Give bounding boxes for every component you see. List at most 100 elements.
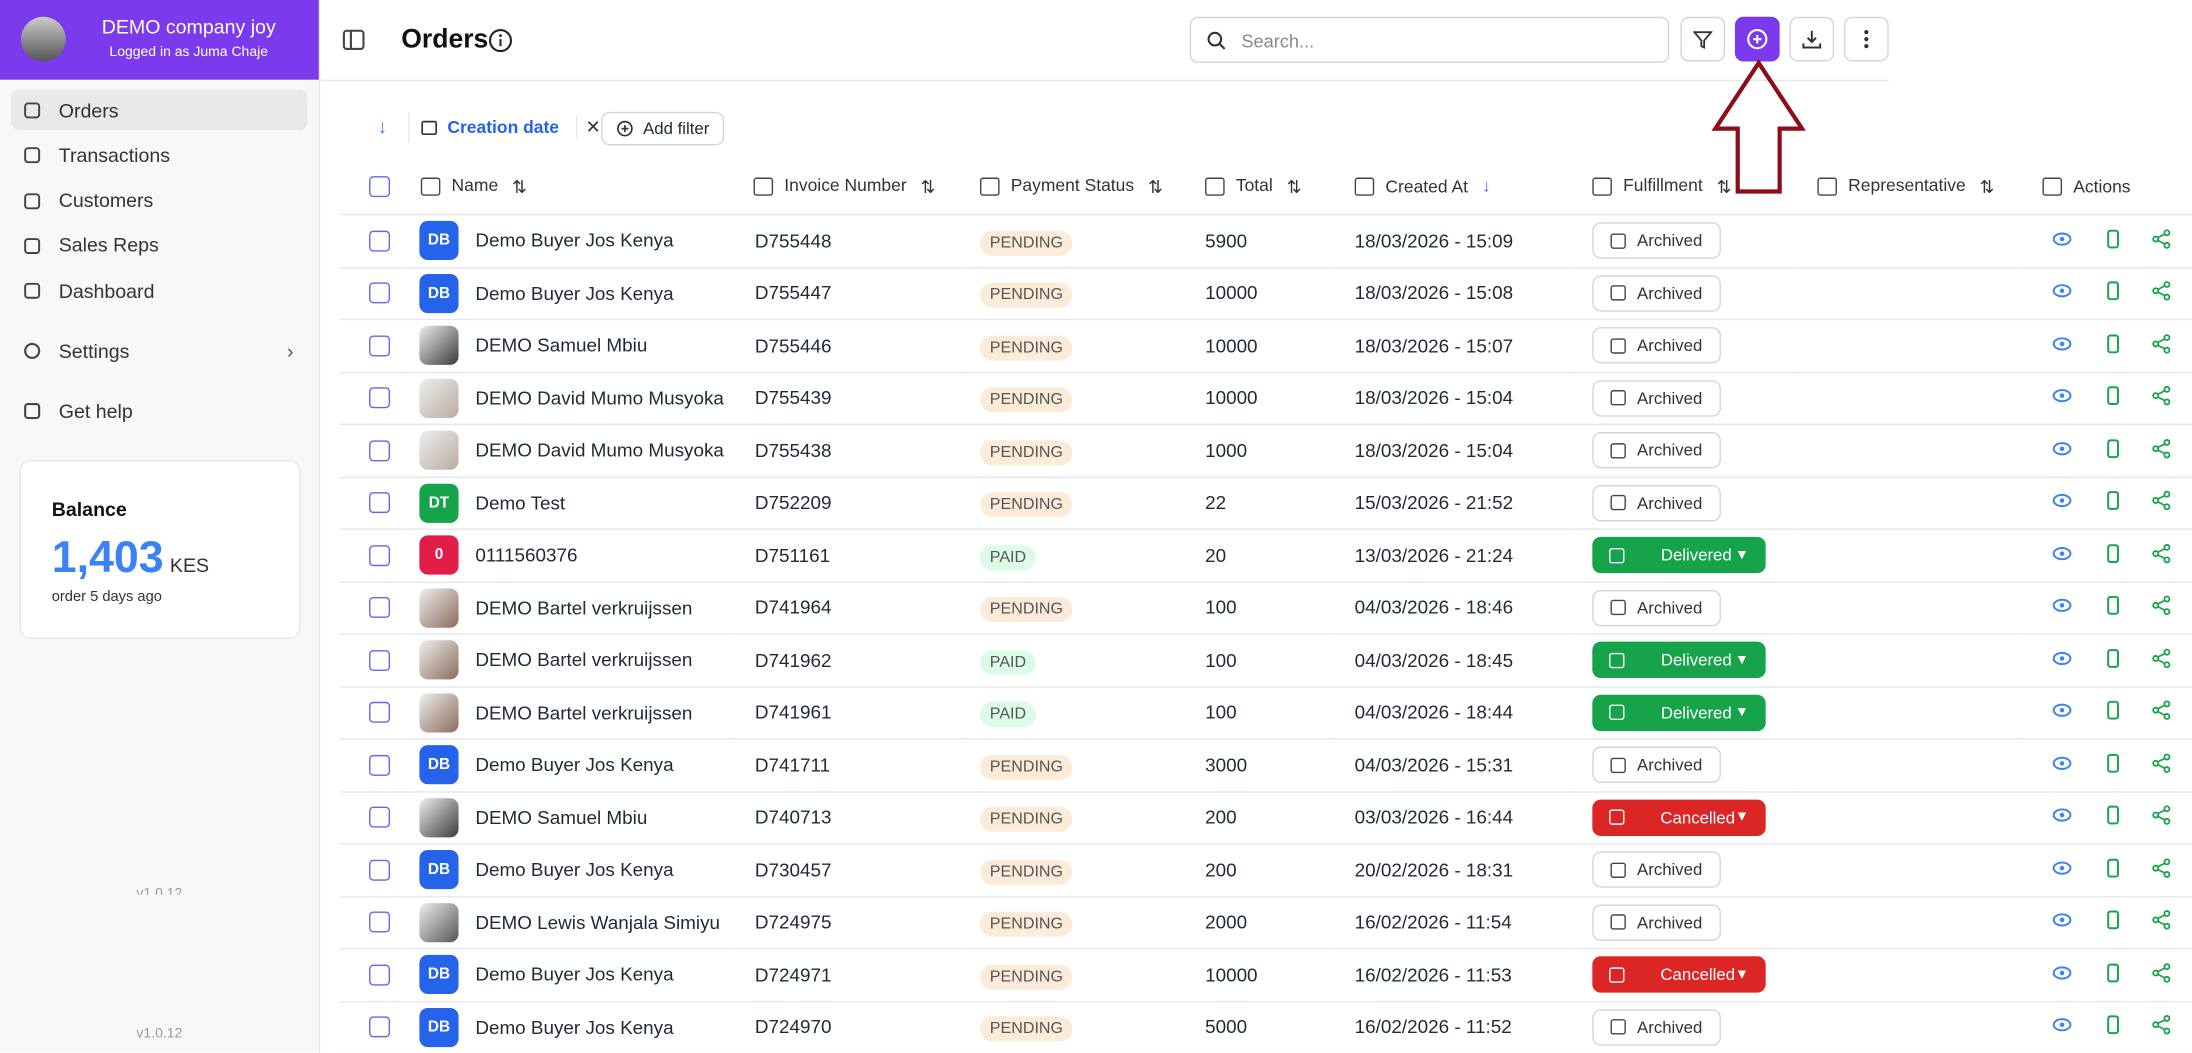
order-row[interactable]: DT Demo Test D752209 PENDING 22 15/03/2026 - … bbox=[339, 476, 2192, 530]
fulfillment-badge[interactable]: Cancelled ▼ bbox=[1592, 956, 1766, 993]
order-row[interactable]: DEMO Bartel verkruijssen D741964 PENDING 10… bbox=[339, 581, 2192, 635]
action-icons[interactable] bbox=[2023, 437, 2192, 459]
fulfillment-badge[interactable]: Archived bbox=[1592, 746, 1721, 784]
sort-icon[interactable]: ↓ bbox=[1481, 176, 1491, 197]
order-row[interactable]: DB Demo Buyer Jos Kenya D741711 PENDING 3000… bbox=[339, 738, 2192, 792]
checkbox[interactable] bbox=[369, 440, 391, 461]
sort-icon[interactable]: ⇅ bbox=[1286, 176, 1302, 197]
column-header[interactable]: Actions bbox=[2022, 157, 2192, 216]
column-header[interactable]: Payment Status ⇅ bbox=[960, 157, 1186, 216]
checkbox[interactable] bbox=[369, 702, 391, 724]
action-icons[interactable] bbox=[2023, 1014, 2192, 1036]
order-row[interactable]: DEMO David Mumo Musyoka D755439 PENDING 100… bbox=[339, 371, 2192, 425]
order-row[interactable]: DEMO Bartel verkruijssen D741962 PAID 100 04… bbox=[339, 633, 2192, 688]
action-icons[interactable] bbox=[2023, 804, 2192, 826]
checkbox[interactable] bbox=[369, 492, 391, 514]
more-button[interactable] bbox=[1843, 16, 1889, 62]
order-row[interactable]: DEMO David Mumo Musyoka D755438 PENDING 100… bbox=[339, 424, 2192, 478]
order-row[interactable]: DEMO Samuel Mbiu D740713 PENDING 200 03/03/2… bbox=[339, 791, 2192, 845]
action-icons[interactable] bbox=[2023, 961, 2192, 983]
fulfillment-badge[interactable]: Delivered ▼ bbox=[1592, 694, 1766, 731]
fulfillment-badge[interactable]: Delivered ▼ bbox=[1592, 642, 1766, 679]
sidebar-toggle[interactable] bbox=[342, 29, 365, 50]
fulfillment-badge[interactable]: Archived bbox=[1592, 432, 1721, 469]
nav-item[interactable]: Dashboard bbox=[11, 270, 307, 311]
checkbox[interactable] bbox=[369, 597, 391, 619]
status-cell: PENDING bbox=[960, 267, 1186, 321]
checkbox[interactable] bbox=[369, 964, 391, 986]
filter-button[interactable] bbox=[1680, 16, 1726, 62]
add-filter-button[interactable]: Add filter bbox=[601, 111, 725, 146]
fulfillment-badge[interactable]: Archived bbox=[1592, 904, 1721, 941]
checkbox[interactable] bbox=[369, 859, 391, 881]
fulfillment-badge[interactable]: Archived bbox=[1592, 222, 1721, 259]
search-box[interactable]: Search... bbox=[1189, 16, 1670, 63]
info-icon[interactable] bbox=[488, 28, 513, 53]
order-row[interactable]: DB Demo Buyer Jos Kenya D755447 PENDING 1000… bbox=[339, 267, 2192, 321]
active-filter[interactable]: Creation date ✕ bbox=[408, 111, 601, 143]
order-row[interactable]: DEMO Bartel verkruijssen D741961 PAID 100 04… bbox=[339, 686, 2192, 740]
action-icons[interactable] bbox=[2023, 280, 2192, 302]
fulfillment-badge[interactable]: Archived bbox=[1592, 484, 1721, 522]
checkbox[interactable] bbox=[369, 1016, 391, 1038]
fulfillment-badge[interactable]: Archived bbox=[1592, 851, 1721, 889]
checkbox[interactable] bbox=[369, 335, 391, 357]
order-row[interactable]: 0 0111560376 D751161 PAID 20 13/03/2026 - 21:… bbox=[339, 529, 2192, 583]
checkbox[interactable] bbox=[369, 544, 391, 566]
column-header[interactable]: Representative ⇅ bbox=[1797, 157, 2023, 216]
fulfillment-badge[interactable]: Archived bbox=[1592, 379, 1721, 417]
action-icons[interactable] bbox=[2023, 332, 2192, 354]
column-header[interactable]: Name ⇅ bbox=[401, 157, 734, 216]
add-order-button[interactable] bbox=[1734, 16, 1780, 62]
action-icons[interactable] bbox=[2023, 385, 2192, 407]
nav-item[interactable]: Orders bbox=[11, 89, 308, 131]
action-icons[interactable] bbox=[2023, 542, 2192, 564]
nav-item[interactable]: Customers bbox=[11, 180, 307, 221]
order-row[interactable]: DEMO Lewis Wanjala Simiyu D724975 PENDING 2… bbox=[339, 896, 2192, 950]
order-row[interactable]: DEMO Samuel Mbiu D755446 PENDING 10000 18/03… bbox=[339, 319, 2192, 373]
sort-icon[interactable]: ⇅ bbox=[512, 176, 527, 197]
order-row[interactable]: DB Demo Buyer Jos Kenya D724971 PENDING 1000… bbox=[339, 948, 2192, 1002]
action-icons[interactable] bbox=[2023, 699, 2192, 721]
select-all[interactable] bbox=[339, 157, 402, 216]
fulfillment-badge[interactable]: Cancelled ▼ bbox=[1592, 799, 1766, 836]
checkbox[interactable] bbox=[369, 230, 391, 252]
action-icons[interactable] bbox=[2023, 228, 2192, 250]
checkbox[interactable] bbox=[369, 387, 391, 409]
column-header[interactable]: Invoice Number ⇅ bbox=[733, 157, 961, 216]
action-icons[interactable] bbox=[2023, 594, 2192, 616]
sort-icon[interactable]: ⇅ bbox=[1716, 176, 1732, 197]
fulfillment-badge[interactable]: Delivered ▼ bbox=[1592, 537, 1766, 574]
nav-item[interactable]: Sales Reps bbox=[11, 225, 307, 266]
sort-arrow[interactable]: ↓ bbox=[377, 114, 388, 138]
order-row[interactable]: DB Demo Buyer Jos Kenya D730457 PENDING 200 2… bbox=[339, 843, 2192, 897]
checkbox[interactable] bbox=[369, 911, 391, 933]
checkbox[interactable] bbox=[369, 282, 391, 304]
sort-icon[interactable]: ⇅ bbox=[1148, 176, 1163, 197]
column-header[interactable]: Fulfillment ⇅ bbox=[1572, 157, 1798, 216]
nav-item[interactable]: Transactions bbox=[11, 135, 307, 176]
fulfillment-badge[interactable]: Archived bbox=[1592, 1009, 1721, 1046]
action-icons[interactable] bbox=[2023, 752, 2192, 774]
fulfillment-badge[interactable]: Archived bbox=[1592, 589, 1721, 626]
sort-icon[interactable]: ⇅ bbox=[1979, 176, 1995, 197]
order-row[interactable]: DB Demo Buyer Jos Kenya D724970 PENDING 5000… bbox=[339, 1000, 2192, 1053]
column-header[interactable]: Total ⇅ bbox=[1185, 157, 1336, 216]
remove-filter[interactable]: ✕ bbox=[575, 116, 601, 139]
column-header[interactable]: Created At ↓ bbox=[1335, 157, 1573, 216]
checkbox[interactable] bbox=[369, 754, 391, 776]
action-icons[interactable] bbox=[2023, 909, 2192, 931]
checkbox[interactable] bbox=[369, 806, 391, 828]
checkbox[interactable] bbox=[369, 175, 391, 197]
action-icons[interactable] bbox=[2023, 647, 2192, 669]
fulfillment-badge[interactable]: Archived bbox=[1592, 327, 1721, 364]
fulfillment-badge[interactable]: Archived bbox=[1592, 275, 1721, 312]
download-button[interactable] bbox=[1789, 16, 1835, 62]
order-row[interactable]: DB Demo Buyer Jos Kenya D755448 PENDING 5900… bbox=[339, 214, 2192, 268]
settings-link[interactable]: Settings › bbox=[11, 330, 307, 371]
action-icons[interactable] bbox=[2023, 857, 2192, 879]
sort-icon[interactable]: ⇅ bbox=[920, 176, 936, 197]
checkbox[interactable] bbox=[369, 649, 391, 671]
action-icons[interactable] bbox=[2023, 490, 2192, 512]
help-link[interactable]: Get help bbox=[11, 390, 307, 431]
